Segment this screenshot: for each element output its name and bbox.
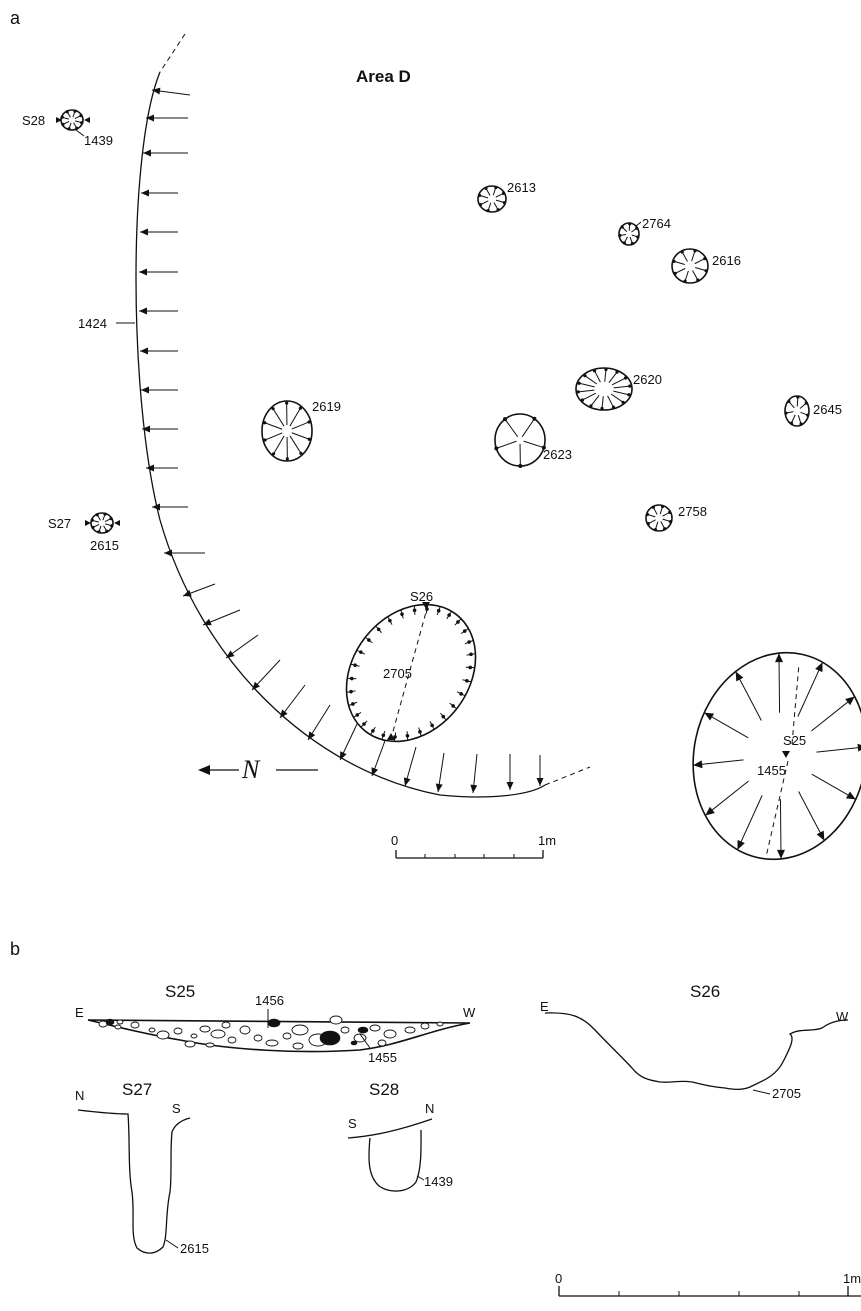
section-s28-profile [347,1118,433,1139]
feature-label-2758: 2758 [678,504,707,519]
section-title-s25: S25 [165,982,195,1001]
section-s26-label: 2705 [772,1086,801,1101]
section-s28-right: N [425,1101,434,1116]
section-s28-left: S [348,1116,357,1131]
plan-scale-bar [395,850,544,859]
section-s28-label: 1439 [424,1174,453,1189]
section-s26-profile [544,1012,849,1090]
feature-2764 [618,222,640,246]
ditch-hachures [139,87,544,794]
section-mark-s26: S26 [410,589,433,604]
feature-label-2620: 2620 [633,372,662,387]
feature-label-2645: 2645 [813,402,842,417]
section-s26-right: W [836,1009,849,1024]
feature-label-2616: 2616 [712,253,741,268]
section-s27-leader [165,1239,179,1249]
section-mark-s28: S28 [22,113,45,128]
section-s25-label-1455: 1455 [368,1050,397,1065]
ditch-1424-edge [135,33,591,798]
feature-label-2619: 2619 [312,399,341,414]
feature-1439 [56,109,90,137]
section-s27-profile [77,1109,191,1254]
section-s25-label-1456: 1456 [255,993,284,1008]
section-scale-bar [558,1286,861,1297]
section-s26-leader [752,1089,771,1095]
section-s25-left: E [75,1005,84,1020]
plan-scale-zero: 0 [391,833,398,848]
section-s25-right: W [463,1005,476,1020]
feature-2705 [345,602,477,743]
north-label: N [241,755,261,784]
ditch-label: 1424 [78,316,107,331]
feature-label-1439: 1439 [84,133,113,148]
feature-2620 [575,367,633,411]
panel-a-label: a [10,8,21,28]
section-title-s26: S26 [690,982,720,1001]
section-scale-zero: 0 [555,1271,562,1286]
section-s28-pit [368,1129,422,1192]
feature-label-1455: 1455 [757,763,786,778]
panel-b-label: b [10,939,20,959]
feature-label-2613: 2613 [507,180,536,195]
feature-1455 [692,651,861,861]
north-arrow [198,765,318,775]
section-s27-right: S [172,1101,181,1116]
feature-label-2764: 2764 [642,216,671,231]
section-title-s28: S28 [369,1080,399,1099]
feature-2613 [477,185,507,213]
plan-scale-end: 1m [538,833,556,848]
feature-2645 [784,395,810,427]
feature-2615 [85,512,120,534]
feature-label-2705: 2705 [383,666,412,681]
section-s26-left: E [540,999,549,1014]
section-mark-s27: S27 [48,516,71,531]
section-mark-s25: S25 [783,733,806,748]
feature-2616 [671,248,709,284]
feature-label-2615: 2615 [90,538,119,553]
feature-label-2623: 2623 [543,447,572,462]
leader-2764 [635,221,642,227]
section-scale-end: 1m [843,1271,861,1286]
section-s27-label: 2615 [180,1241,209,1256]
section-s25-profile [87,1009,471,1053]
feature-2619 [261,400,313,462]
section-s27-left: N [75,1088,84,1103]
feature-2758 [645,504,673,532]
section-s28-leader [416,1175,425,1181]
feature-2623 [494,413,546,468]
area-title: Area D [356,67,411,86]
section-title-s27: S27 [122,1080,152,1099]
